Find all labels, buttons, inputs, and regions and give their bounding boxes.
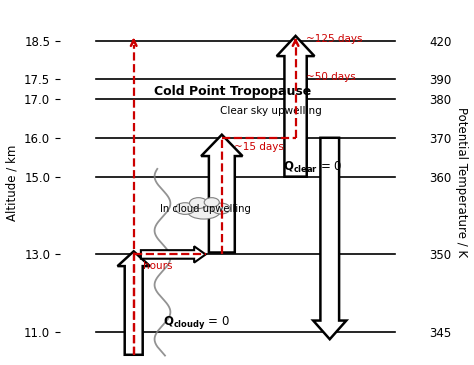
Text: ~15 days: ~15 days [235, 142, 284, 153]
Ellipse shape [175, 203, 195, 214]
Polygon shape [313, 138, 346, 339]
Text: ~50 days: ~50 days [306, 73, 356, 82]
Ellipse shape [190, 198, 208, 208]
Polygon shape [141, 246, 206, 262]
Polygon shape [118, 251, 150, 355]
Text: ~125 days: ~125 days [306, 34, 363, 43]
Text: $\mathbf{Q_{clear}}$ = 0: $\mathbf{Q_{clear}}$ = 0 [283, 160, 342, 175]
Polygon shape [201, 135, 243, 253]
Polygon shape [277, 36, 314, 177]
Ellipse shape [204, 198, 219, 207]
Y-axis label: Altitude / km: Altitude / km [6, 144, 18, 221]
Y-axis label: Potential Temperature / K: Potential Temperature / K [456, 107, 468, 258]
Ellipse shape [188, 204, 220, 219]
Ellipse shape [212, 203, 230, 214]
Text: Clear sky upwelling: Clear sky upwelling [219, 106, 321, 116]
Text: In cloud upwelling: In cloud upwelling [160, 204, 251, 214]
Text: hours: hours [143, 261, 172, 271]
Text: $\mathbf{Q_{cloudy}}$ = 0: $\mathbf{Q_{cloudy}}$ = 0 [163, 314, 230, 331]
Text: Cold Point Tropopause: Cold Point Tropopause [154, 85, 311, 98]
